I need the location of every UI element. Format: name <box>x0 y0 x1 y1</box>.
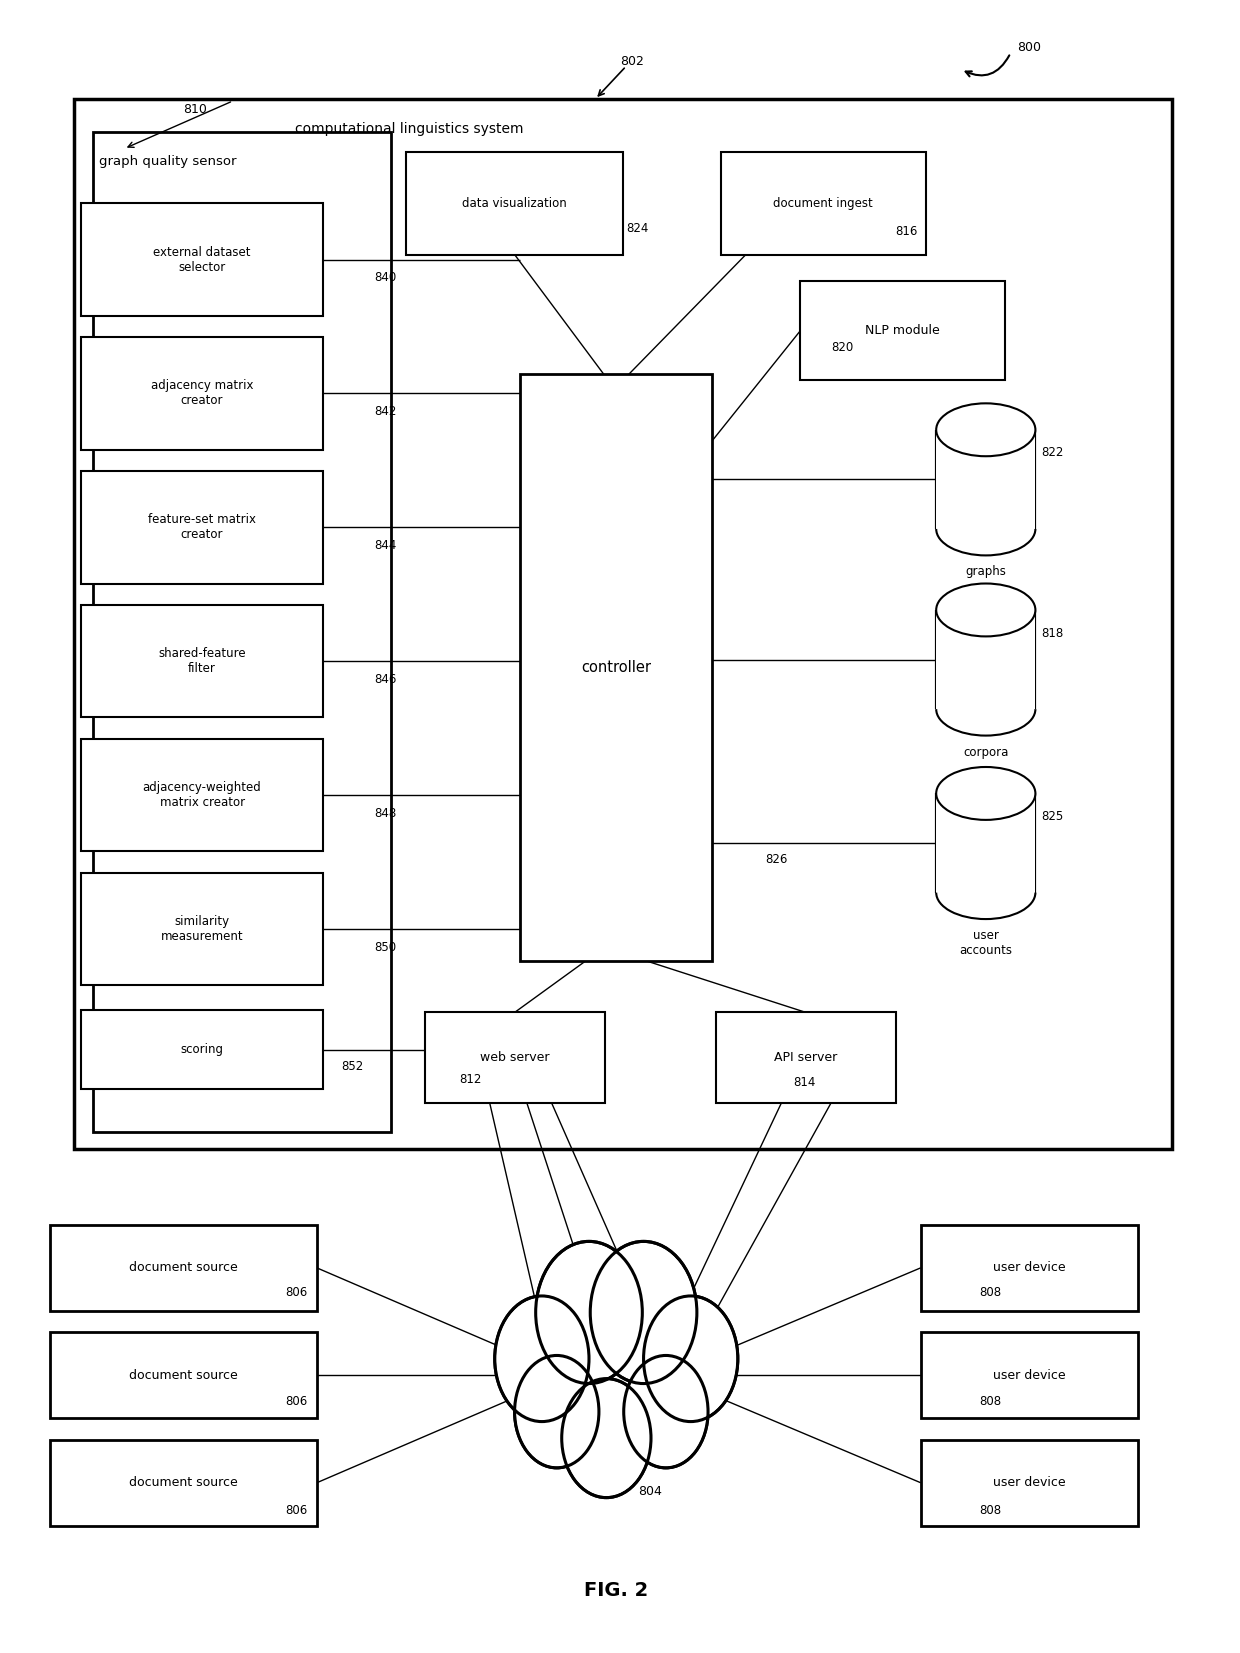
Text: 812: 812 <box>459 1073 481 1086</box>
Text: NLP module: NLP module <box>866 324 940 337</box>
Bar <box>82 337 322 450</box>
Circle shape <box>516 1357 598 1466</box>
Bar <box>82 471 322 584</box>
Circle shape <box>591 1243 696 1382</box>
Text: graph quality sensor: graph quality sensor <box>99 155 237 169</box>
Bar <box>722 152 925 255</box>
Bar <box>920 1225 1138 1311</box>
Text: FIG. 2: FIG. 2 <box>584 1580 649 1600</box>
Text: web server: web server <box>480 1051 549 1065</box>
Circle shape <box>645 1298 737 1420</box>
Bar <box>717 1012 895 1104</box>
Text: 806: 806 <box>285 1286 308 1299</box>
Text: 806: 806 <box>285 1395 308 1408</box>
Text: feature-set matrix
creator: feature-set matrix creator <box>148 514 257 541</box>
Circle shape <box>495 1296 589 1422</box>
Text: 846: 846 <box>374 673 397 686</box>
Bar <box>50 1332 317 1418</box>
Text: computational linguistics system: computational linguistics system <box>295 122 523 136</box>
Bar <box>407 152 622 255</box>
Text: 804: 804 <box>639 1484 662 1498</box>
Text: 800: 800 <box>1017 41 1040 55</box>
Text: document source: document source <box>129 1476 238 1489</box>
Text: scoring: scoring <box>181 1043 223 1056</box>
Bar <box>920 1440 1138 1526</box>
Bar <box>936 610 1035 709</box>
Text: 816: 816 <box>895 225 918 238</box>
Circle shape <box>625 1357 707 1466</box>
Text: user device: user device <box>993 1369 1065 1382</box>
Circle shape <box>624 1355 708 1468</box>
Circle shape <box>536 1241 642 1384</box>
Bar <box>424 1012 605 1104</box>
Text: 820: 820 <box>831 341 853 354</box>
Text: 808: 808 <box>980 1504 1002 1517</box>
Text: document ingest: document ingest <box>774 197 873 210</box>
Text: shared-feature
filter: shared-feature filter <box>159 648 246 674</box>
Text: 802: 802 <box>620 55 644 68</box>
Text: 814: 814 <box>794 1076 816 1089</box>
Bar <box>82 605 322 717</box>
Text: 818: 818 <box>1042 626 1064 640</box>
Bar <box>801 281 1004 380</box>
Text: corpora: corpora <box>963 746 1008 759</box>
Bar <box>82 203 322 316</box>
Bar <box>93 132 391 1132</box>
Bar <box>50 1225 317 1311</box>
Bar <box>936 793 1035 893</box>
Text: 808: 808 <box>980 1395 1002 1408</box>
Text: user
accounts: user accounts <box>960 929 1012 957</box>
Ellipse shape <box>936 403 1035 456</box>
Text: 808: 808 <box>980 1286 1002 1299</box>
Bar <box>936 430 1035 529</box>
Text: 842: 842 <box>374 405 397 418</box>
Text: controller: controller <box>582 660 651 676</box>
Text: 822: 822 <box>1042 446 1064 460</box>
Text: 810: 810 <box>184 102 207 116</box>
Text: 848: 848 <box>374 807 397 820</box>
Text: external dataset
selector: external dataset selector <box>154 246 250 273</box>
Text: 806: 806 <box>285 1504 308 1517</box>
Text: 826: 826 <box>765 853 787 866</box>
Text: similarity
measurement: similarity measurement <box>161 916 243 942</box>
Circle shape <box>496 1298 588 1420</box>
Text: 852: 852 <box>341 1060 363 1073</box>
Bar <box>82 873 322 985</box>
Circle shape <box>562 1379 651 1498</box>
Text: graphs: graphs <box>966 565 1006 579</box>
Bar <box>82 739 322 851</box>
Bar <box>521 375 712 962</box>
Text: user device: user device <box>993 1261 1065 1274</box>
Circle shape <box>590 1241 697 1384</box>
Text: 850: 850 <box>374 941 397 954</box>
Text: user device: user device <box>993 1476 1065 1489</box>
Circle shape <box>563 1380 650 1496</box>
Text: data visualization: data visualization <box>463 197 567 210</box>
Text: API server: API server <box>774 1051 838 1065</box>
Text: document source: document source <box>129 1369 238 1382</box>
Bar <box>920 1332 1138 1418</box>
Text: document source: document source <box>129 1261 238 1274</box>
Bar <box>82 1010 322 1089</box>
Text: 825: 825 <box>1042 810 1064 823</box>
Text: adjacency-weighted
matrix creator: adjacency-weighted matrix creator <box>143 782 262 808</box>
Text: 840: 840 <box>374 271 397 284</box>
Circle shape <box>515 1355 599 1468</box>
Ellipse shape <box>936 767 1035 820</box>
Text: 844: 844 <box>374 539 397 552</box>
Bar <box>50 1440 317 1526</box>
Bar <box>74 99 1172 1149</box>
Circle shape <box>644 1296 738 1422</box>
Ellipse shape <box>936 584 1035 636</box>
Text: adjacency matrix
creator: adjacency matrix creator <box>151 380 253 407</box>
Text: 824: 824 <box>626 222 649 235</box>
Circle shape <box>537 1243 641 1382</box>
